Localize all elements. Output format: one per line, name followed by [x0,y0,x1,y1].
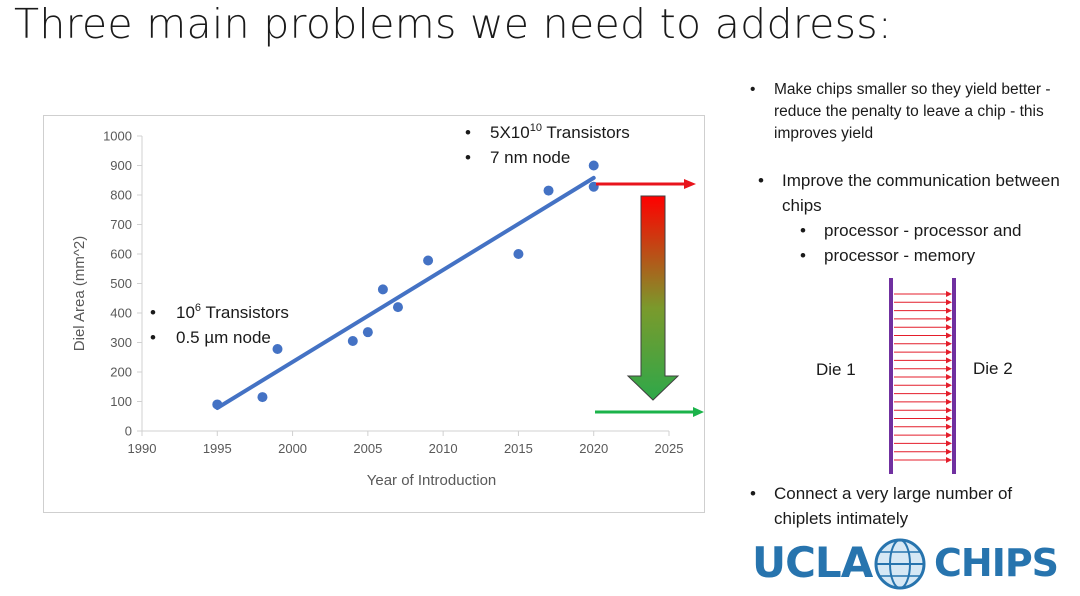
link-arrowhead-icon [946,440,952,447]
bullet-yield: Make chips smaller so they yield better … [748,79,1068,145]
y-tick-label: 300 [110,335,132,350]
x-tick-label: 2025 [655,441,684,456]
data-point [377,284,388,295]
die-2-label: Die 2 [973,359,1013,378]
link-arrowhead-icon [946,382,952,389]
chart-frame: 0 100 200 300 400 500 600 700 800 900 1000 1990 1995… [43,115,705,513]
data-point [257,392,268,403]
bullet-communication: Improve the communication between chips … [756,168,1071,268]
y-tick-label: 200 [110,365,132,380]
annotation-lower: • 106 Transistors • 0.5 µm node [150,302,289,347]
x-tick-label: 2020 [579,441,608,456]
globe-icon [874,538,926,590]
x-axis-title: Year of Introduction [367,472,497,489]
link-arrowhead-icon [946,307,952,314]
data-points [212,160,599,410]
interconnect-links [894,291,952,463]
ucla-chips-logo: UCLA CHIPS [752,537,1072,591]
link-arrowhead-icon [946,324,952,331]
bullet-comm-sub-2: processor - memory [798,243,1071,268]
y-tick-label: 0 [125,424,132,439]
link-arrowhead-icon [946,340,952,347]
x-tick-label: 1990 [128,441,157,456]
annotation-upper-1: 5X1010 Transistors [490,122,630,142]
link-arrowhead-icon [946,357,952,364]
data-point [513,249,524,259]
annotation-upper-2: 7 nm node [490,148,570,167]
data-point [362,327,373,338]
annotation-lower-2: 0.5 µm node [176,328,271,347]
y-tick-label: 700 [110,217,132,232]
bullet-yield-text: Make chips smaller so they yield better … [748,79,1068,145]
link-arrowhead-icon [946,423,952,430]
axes [137,135,670,436]
data-point [272,343,283,354]
slide-title: Three main problems we need to address: [14,0,893,48]
die-interconnect-diagram [889,278,956,474]
data-point [212,399,223,410]
link-arrowhead-icon [946,432,952,439]
annotation-upper: • 5X1010 Transistors • 7 nm node [465,122,630,167]
die-1-label: Die 1 [816,360,856,379]
y-tick-label: 800 [110,188,132,203]
arrow-high-icon [596,179,696,189]
y-tick-label: 900 [110,158,132,173]
link-arrowhead-icon [946,374,952,380]
y-tick-label: 600 [110,247,132,262]
logo-ucla-text: UCLA [752,538,873,587]
link-arrowhead-icon [946,315,952,322]
trendline [215,175,596,410]
bullet-chiplets: Connect a very large number of chiplets … [748,481,1068,531]
link-arrowhead-icon [946,349,952,356]
link-arrowhead-icon [946,299,952,306]
bullet-chiplets-text: Connect a very large number of chiplets … [748,481,1068,531]
data-point [543,185,554,196]
bullet-comm-sub-1: processor - processor and [798,218,1071,243]
down-arrow-icon [626,195,680,401]
bullet-communication-text: Improve the communication between chips [756,168,1071,218]
y-tick-label: 100 [110,394,132,409]
x-tick-label: 2000 [278,441,307,456]
data-point [347,336,358,347]
link-arrowhead-icon [946,407,952,414]
x-tick-label: 2015 [504,441,533,456]
annotation-bullet: • [150,328,156,347]
y-axis-title: Diel Area (mm^2) [71,236,88,351]
link-arrowhead-icon [946,415,952,422]
annotation-bullet: • [465,148,471,167]
logo-chips-text: CHIPS [934,541,1059,585]
arrow-low-icon [595,407,704,417]
data-point [392,302,403,313]
link-arrowhead-icon [946,291,952,297]
data-point [588,160,599,171]
link-arrowhead-icon [946,448,952,455]
y-tick-label: 400 [110,306,132,321]
annotation-lower-1: 106 Transistors [176,302,289,322]
data-point [423,255,434,266]
x-tick-label: 1995 [203,441,232,456]
annotation-bullet: • [150,303,156,322]
tick-labels: 0 100 200 300 400 500 600 700 800 900 1000 1990 1995… [103,129,683,457]
link-arrowhead-icon [946,457,952,463]
link-arrowhead-icon [946,398,952,405]
y-tick-label: 1000 [103,129,132,144]
x-tick-label: 2010 [429,441,458,456]
link-arrowhead-icon [946,332,952,339]
x-tick-label: 2005 [353,441,382,456]
annotation-bullet: • [465,123,471,142]
link-arrowhead-icon [946,390,952,397]
scatter-chart: 0 100 200 300 400 500 600 700 800 900 1000 1990 1995… [71,122,704,489]
y-tick-label: 500 [110,276,132,291]
link-arrowhead-icon [946,365,952,372]
